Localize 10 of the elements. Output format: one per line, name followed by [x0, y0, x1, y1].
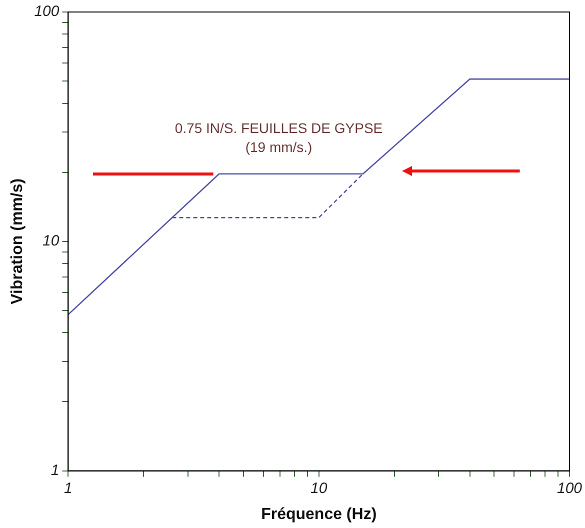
x-tick-label: 1	[64, 480, 72, 497]
annotation: (19 mm/s.)	[245, 138, 312, 155]
y-tick-label: 100	[34, 3, 60, 20]
annotation: 0.75 IN/S. FEUILLES DE GYPSE	[174, 120, 383, 136]
x-tick-label: 100	[556, 480, 583, 497]
x-tick-label: 10	[310, 480, 328, 497]
y-tick-label: 1	[50, 462, 60, 479]
x-axis-title: Fréquence (Hz)	[261, 506, 377, 523]
y-axis-title: Vibration (mm/s)	[9, 178, 26, 304]
y-tick-label: 10	[42, 232, 60, 250]
